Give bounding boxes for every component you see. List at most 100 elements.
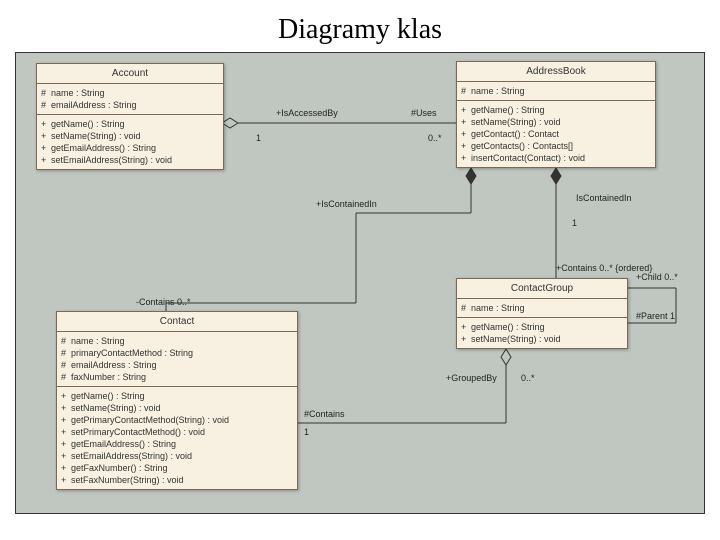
class-operations: +getName() : String+setName(String) : vo… [57, 387, 297, 489]
edge-label: 1 [256, 133, 261, 143]
operations-row: +getContact() : Contact [461, 128, 651, 140]
visibility: + [41, 130, 51, 142]
edge-label: 1 [572, 218, 577, 228]
operations-row: +setFaxNumber(String) : void [61, 474, 293, 486]
edge-label: 0..* [521, 373, 535, 383]
visibility: # [61, 371, 71, 383]
signature: getName() : String [51, 118, 219, 130]
attributes-row: #name : String [41, 87, 219, 99]
edge-label: #Uses [411, 108, 437, 118]
visibility: # [41, 99, 51, 111]
visibility: + [461, 321, 471, 333]
signature: setName(String) : void [71, 402, 293, 414]
edge-label: 0..* [428, 133, 442, 143]
class-account: Account #name : String#emailAddress : Str… [36, 63, 224, 170]
class-attributes: #name : String#primaryContactMethod : St… [57, 332, 297, 387]
visibility: + [461, 333, 471, 345]
class-name: AddressBook [457, 62, 655, 82]
signature: setName(String) : void [471, 116, 651, 128]
edge-label: +GroupedBy [446, 373, 497, 383]
operations-row: +getName() : String [41, 118, 219, 130]
visibility: + [61, 390, 71, 402]
signature: getPrimaryContactMethod(String) : void [71, 414, 293, 426]
operations-row: +setEmailAddress(String) : void [41, 154, 219, 166]
class-operations: +getName() : String+setName(String) : vo… [37, 115, 223, 169]
attributes-row: #name : String [461, 302, 623, 314]
visibility: + [461, 152, 471, 164]
attributes-row: #emailAddress : String [61, 359, 293, 371]
signature: name : String [71, 335, 293, 347]
signature: setEmailAddress(String) : void [71, 450, 293, 462]
visibility: # [41, 87, 51, 99]
attributes-row: #emailAddress : String [41, 99, 219, 111]
operations-row: +setName(String) : void [461, 116, 651, 128]
visibility: + [41, 154, 51, 166]
class-operations: +getName() : String+setName(String) : vo… [457, 318, 627, 348]
signature: setFaxNumber(String) : void [71, 474, 293, 486]
operations-row: +getContacts() : Contacts[] [461, 140, 651, 152]
operations-row: +getName() : String [61, 390, 293, 402]
signature: setName(String) : void [471, 333, 623, 345]
class-name: ContactGroup [457, 279, 627, 299]
signature: name : String [471, 302, 623, 314]
operations-row: +getName() : String [461, 321, 623, 333]
edge-label: +IsAccessedBy [276, 108, 338, 118]
visibility: # [61, 335, 71, 347]
signature: faxNumber : String [71, 371, 293, 383]
operations-row: +insertContact(Contact) : void [461, 152, 651, 164]
signature: getContact() : Contact [471, 128, 651, 140]
visibility: + [61, 402, 71, 414]
signature: getEmailAddress() : String [71, 438, 293, 450]
visibility: + [461, 116, 471, 128]
visibility: + [61, 414, 71, 426]
visibility: + [61, 450, 71, 462]
visibility: # [461, 302, 471, 314]
operations-row: +getPrimaryContactMethod(String) : void [61, 414, 293, 426]
class-name: Contact [57, 312, 297, 332]
class-contact: Contact#name : String#primaryContactMeth… [56, 311, 298, 490]
visibility: # [61, 359, 71, 371]
operations-row: +setName(String) : void [461, 333, 623, 345]
signature: setName(String) : void [51, 130, 219, 142]
visibility: + [41, 142, 51, 154]
signature: setEmailAddress(String) : void [51, 154, 219, 166]
operations-row: +setName(String) : void [41, 130, 219, 142]
class-addressbook: AddressBook#name : String+getName() : St… [456, 61, 656, 168]
class-name: Account [37, 64, 223, 84]
operations-row: +getEmailAddress() : String [61, 438, 293, 450]
signature: insertContact(Contact) : void [471, 152, 651, 164]
visibility: + [61, 426, 71, 438]
class-attributes: #name : String [457, 299, 627, 318]
operations-row: +getFaxNumber() : String [61, 462, 293, 474]
visibility: + [461, 140, 471, 152]
signature: setPrimaryContactMethod() : void [71, 426, 293, 438]
edge-label: 1 [304, 427, 309, 437]
visibility: + [61, 462, 71, 474]
signature: getFaxNumber() : String [71, 462, 293, 474]
signature: name : String [51, 87, 219, 99]
signature: emailAddress : String [71, 359, 293, 371]
edge-label: #Contains [304, 409, 345, 419]
operations-row: +setName(String) : void [61, 402, 293, 414]
edge-label: -Contains 0..* [136, 297, 191, 307]
signature: getName() : String [71, 390, 293, 402]
attributes-row: #name : String [461, 85, 651, 97]
attributes-row: #name : String [61, 335, 293, 347]
operations-row: +getName() : String [461, 104, 651, 116]
signature: primaryContactMethod : String [71, 347, 293, 359]
page-title: Diagramy klas [10, 14, 710, 46]
signature: emailAddress : String [51, 99, 219, 111]
uml-diagram: Account#name : String#emailAddress : Str… [15, 52, 705, 514]
signature: name : String [471, 85, 651, 97]
visibility: + [61, 474, 71, 486]
class-attributes: #name : String [457, 82, 655, 101]
class-contactgroup: ContactGroup #name : String +getName() : S… [456, 278, 628, 349]
visibility: + [461, 104, 471, 116]
operations-row: +setEmailAddress(String) : void [61, 450, 293, 462]
edge-label: #Parent 1 [636, 311, 675, 321]
visibility: + [61, 438, 71, 450]
attributes-row: #faxNumber : String [61, 371, 293, 383]
edge-label: +Child 0..* [636, 272, 678, 282]
operations-row: +getEmailAddress() : String [41, 142, 219, 154]
signature: getName() : String [471, 104, 651, 116]
